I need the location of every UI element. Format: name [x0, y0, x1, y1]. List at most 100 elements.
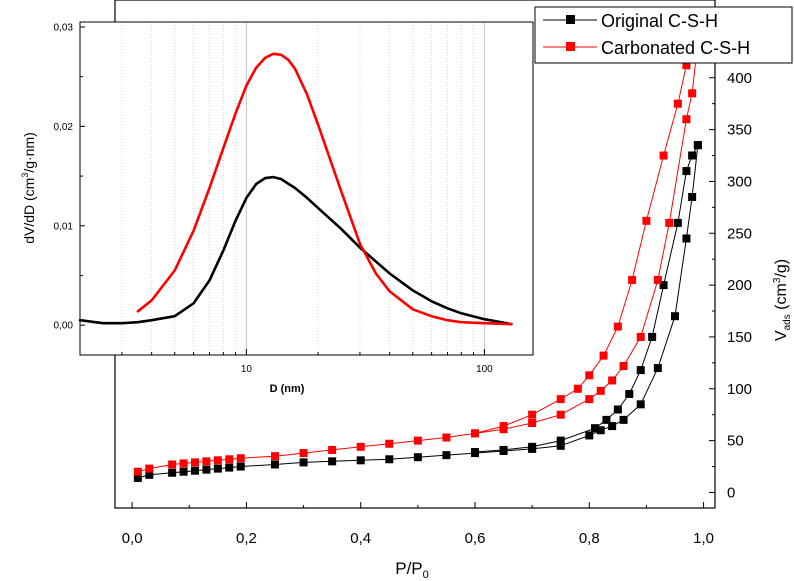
main-carbonated-desorption-point [659, 151, 668, 160]
main-carbonated-adsorption-point [133, 467, 142, 476]
main-carbonated-adsorption-point [665, 218, 674, 227]
main-plot: 0,0 0,2 0,4 0,6 0,8 1,0 0 50 100 150 200 250 300 350… [114, 0, 793, 581]
main-carbonated-adsorption-point [328, 445, 337, 454]
legend-entry-original: Original C-S-H [543, 11, 718, 31]
main-carbonated-adsorption-point [556, 410, 565, 419]
main-carbonated-adsorption-point [191, 458, 199, 467]
main-original-adsorption-point [385, 455, 394, 464]
inset-x-axis-label: D (nm) [270, 383, 305, 395]
inset-x-tick-label: 10 [241, 364, 253, 375]
main-carbonated-adsorption-point [299, 449, 308, 458]
inset-plot-frame [79, 21, 534, 356]
main-y-axis-label: Vads (cm3/g) [772, 259, 793, 341]
main-original-adsorption-point [145, 470, 154, 479]
main-carbonated-desorption-point [556, 395, 565, 404]
main-y-tick-label: 400 [727, 70, 752, 87]
inset-x-tick-label: 100 [476, 364, 493, 375]
main-original-adsorption-point [225, 463, 234, 472]
main-carbonated-adsorption-point [585, 395, 594, 404]
inset-plot: 10 100 0,00 0,01 0,02 0,03 D (nm) dV/dD (cm3… [20, 21, 534, 395]
main-carbonated-desorption-point [628, 275, 637, 284]
main-carbonated-desorption-point [585, 371, 594, 380]
main-original-adsorption-point [442, 451, 451, 460]
legend-marker-original [566, 15, 575, 24]
main-original-desorption-point [636, 366, 645, 375]
main-carbonated-adsorption-point [202, 457, 211, 466]
main-original-desorption-point [602, 415, 611, 424]
legend-box [534, 6, 793, 64]
inset-carbonated-curve [136, 52, 513, 326]
inset-y-axis-label: dV/dD (cm3/g·nm) [20, 132, 37, 244]
main-original-desorption-point [528, 442, 537, 451]
main-original-adsorption-point [556, 441, 565, 450]
main-original-adsorption-point [682, 234, 691, 243]
main-y-tick-label: 350 [727, 122, 752, 139]
main-original-adsorption-point [356, 456, 365, 465]
legend-entry-carbonated: Carbonated C-S-H [543, 38, 750, 58]
main-carbonated-desorption-point [471, 429, 479, 438]
main-original-adsorption-point [179, 467, 188, 476]
main-carbonated-adsorption-point [236, 454, 245, 463]
main-original-adsorption-point [202, 465, 211, 474]
main-original-adsorption-point [413, 453, 422, 462]
inset-x-ticks: 10 100 [121, 349, 493, 375]
main-original-desorption-point [648, 332, 657, 341]
main-carbonated-desorption-point [499, 422, 508, 431]
main-x-axis-label: P/P0 [395, 559, 429, 581]
main-x-tick-label: 0,4 [350, 530, 371, 547]
main-original-adsorption-point [608, 422, 617, 431]
main-x-ticks: 0,0 0,2 0,4 0,6 0,8 1,0 [122, 502, 714, 547]
inset-y-tick-label: 0,00 [54, 321, 74, 332]
main-x-tick-label: 0,2 [236, 530, 257, 547]
main-original-adsorption-point [213, 464, 222, 473]
main-carbonated-adsorption-point [528, 418, 537, 427]
inset-series [78, 52, 513, 326]
main-carbonated-adsorption-point [442, 433, 451, 442]
main-y-tick-label: 0 [727, 484, 735, 501]
main-original-desorption-point [556, 436, 565, 445]
main-y-tick-label: 300 [727, 173, 752, 190]
main-original-adsorption-point [168, 468, 177, 477]
main-carbonated-desorption-point [573, 384, 582, 393]
main-original-desorption-point [613, 405, 622, 414]
main-original-adsorption-point [596, 426, 605, 435]
main-original-desorption-point [471, 448, 479, 457]
inset-y-tick-label: 0,02 [54, 122, 74, 133]
main-carbonated-adsorption-point [636, 332, 645, 341]
main-carbonated-adsorption-point [179, 459, 188, 468]
main-carbonated-adsorption-point [168, 460, 177, 469]
main-carbonated-adsorption-point [225, 455, 234, 464]
main-carbonated-desorption-point [673, 99, 682, 108]
main-carbonated-adsorption-point [688, 89, 697, 98]
main-original-adsorption-point [328, 457, 337, 466]
legend-label-original: Original C-S-H [601, 11, 718, 31]
main-y-tick-label: 150 [727, 329, 752, 346]
main-original-desorption-point [625, 389, 634, 398]
main-carbonated-desorption-point [599, 351, 608, 360]
main-original-adsorption-point [133, 473, 142, 482]
main-carbonated-desorption-point [528, 410, 537, 419]
inset-y-ticks: 0,00 0,01 0,02 0,03 [54, 22, 85, 332]
main-carbonated-adsorption-point [356, 442, 365, 451]
main-x-tick-label: 0,0 [122, 530, 143, 547]
main-original-desorption-point [682, 167, 691, 176]
main-original-desorption-point [693, 141, 702, 150]
main-carbonated-adsorption-point [682, 115, 691, 124]
main-original-desorption-point [673, 218, 682, 227]
main-original-adsorption-point [191, 466, 199, 475]
main-original-adsorption-point [688, 192, 697, 201]
main-original-adsorption-point [585, 431, 594, 440]
main-x-tick-label: 0,6 [465, 530, 486, 547]
main-carbonated-adsorption-point [596, 386, 605, 395]
inset-grid [121, 22, 485, 355]
main-carbonated-adsorption-point [385, 439, 394, 448]
main-original-adsorption-point [671, 312, 679, 321]
main-original-desorption-point [499, 445, 508, 454]
main-y-tick-label: 50 [727, 433, 744, 450]
inset-plot-bg [80, 22, 533, 355]
main-carbonated-adsorption-point [653, 275, 662, 284]
legend: Original C-S-H Carbonated C-S-H [534, 6, 793, 64]
main-carbonated-adsorption-point [271, 452, 279, 461]
main-carbonated-adsorption-point [145, 464, 154, 473]
